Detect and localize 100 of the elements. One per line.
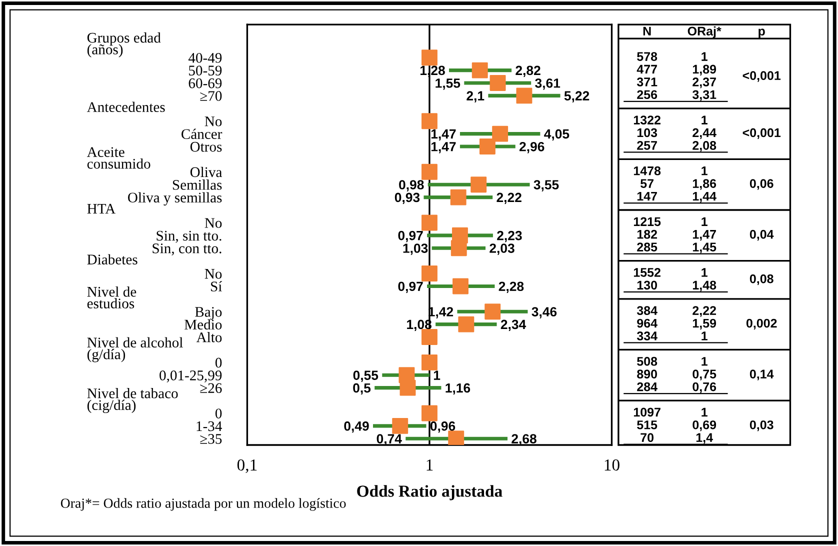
annotation: 2,96 bbox=[520, 142, 544, 154]
category-label: N bbox=[643, 26, 651, 36]
category-label: ORaj* bbox=[688, 26, 722, 38]
annotation: 1,47 bbox=[431, 142, 456, 154]
annotation: 2,03 bbox=[490, 244, 514, 255]
text: Antecedentes bbox=[86, 102, 165, 112]
text: 334 bbox=[636, 332, 658, 340]
text: <0,001 bbox=[742, 71, 781, 82]
y-tick-label: No bbox=[204, 218, 222, 228]
annotation: 1,03 bbox=[403, 244, 428, 255]
y-tick-label: 0 bbox=[215, 358, 222, 368]
text: Aceite consumido bbox=[86, 147, 150, 169]
text: 0,75 bbox=[692, 370, 716, 380]
text: 578 bbox=[637, 52, 658, 61]
y-tick-label: Sin, sin tto. bbox=[156, 230, 222, 243]
y-tick-label: Otros bbox=[190, 142, 222, 152]
y-tick-label: 60-69 bbox=[188, 78, 222, 88]
text: 2,37 bbox=[692, 78, 716, 88]
x-tick-label: 0,1 bbox=[237, 459, 257, 474]
text: 1215 bbox=[634, 217, 661, 226]
y-tick-label: 0,01-25,99 bbox=[160, 370, 222, 382]
x-axis-title: Odds Ratio ajustada bbox=[357, 485, 502, 500]
annotation: 1,47 bbox=[431, 129, 456, 141]
y-tick-label: Medio bbox=[184, 319, 222, 330]
annotation: 0,5 bbox=[353, 383, 371, 395]
y-tick-label: Oliva y semillas bbox=[128, 192, 222, 206]
text: Nivel de tabaco (cig/día) bbox=[87, 388, 178, 414]
text: 890 bbox=[637, 370, 657, 378]
annotation: 1,16 bbox=[446, 383, 470, 395]
annotation: 4,05 bbox=[544, 129, 570, 141]
y-tick-label: No bbox=[204, 116, 222, 126]
y-tick-label: ≥26 bbox=[200, 383, 222, 394]
y-tick-label: Bajo bbox=[195, 307, 222, 320]
annotation: 2,23 bbox=[497, 230, 522, 242]
y-tick-label: Cáncer bbox=[182, 128, 222, 140]
y-tick-label: ≥35 bbox=[200, 434, 222, 444]
text: Nivel de alcohol (g/día) bbox=[87, 337, 183, 362]
text: Diabetes bbox=[87, 254, 138, 264]
text: 1322 bbox=[634, 116, 660, 124]
text: 1,44 bbox=[692, 192, 716, 202]
annotation: 0,97 bbox=[398, 230, 423, 242]
y-tick-label: 1-34 bbox=[196, 421, 222, 432]
text: 1478 bbox=[634, 166, 661, 176]
text: 2,08 bbox=[692, 141, 716, 152]
text: 0,002 bbox=[746, 318, 777, 330]
y-tick-label: No bbox=[204, 269, 222, 279]
text: 1 bbox=[702, 357, 708, 366]
annotation: 3,55 bbox=[534, 180, 559, 192]
y-tick-label: Sin, con tto. bbox=[152, 244, 222, 256]
text: 0,69 bbox=[692, 420, 716, 432]
text: 1 bbox=[702, 332, 708, 340]
text: 182 bbox=[637, 230, 658, 239]
annotation: 0,49 bbox=[344, 421, 369, 433]
y-tick-label: Oliva bbox=[190, 166, 222, 178]
annotation: 0,93 bbox=[394, 192, 420, 204]
text: 0,04 bbox=[750, 230, 774, 241]
text: 256 bbox=[637, 90, 658, 100]
text: 2,22 bbox=[692, 306, 716, 317]
text: 0,14 bbox=[750, 370, 774, 380]
annotation: 2,34 bbox=[500, 320, 526, 332]
annotation: 2,28 bbox=[498, 282, 524, 293]
text: 1 bbox=[702, 268, 708, 277]
text: 964 bbox=[637, 318, 658, 328]
annotation: 2,22 bbox=[496, 192, 522, 204]
annotation: 0,96 bbox=[430, 421, 456, 433]
text: 0,08 bbox=[750, 274, 774, 286]
annotation: 2,1 bbox=[466, 91, 484, 102]
text: 1 bbox=[702, 52, 708, 61]
text: 3,31 bbox=[692, 90, 716, 101]
text: 130 bbox=[637, 280, 657, 290]
text: 477 bbox=[636, 64, 657, 74]
annotation: 1 bbox=[434, 370, 440, 380]
text: 57 bbox=[640, 179, 654, 188]
text: 1,45 bbox=[692, 242, 716, 254]
annotation: 1,55 bbox=[436, 78, 460, 90]
text: Nivel de estudios bbox=[87, 286, 136, 308]
annotation: 0,97 bbox=[398, 282, 423, 293]
x-tick-label: 10 bbox=[604, 459, 620, 471]
text: 103 bbox=[637, 128, 658, 138]
text: 257 bbox=[637, 141, 657, 150]
text: Grupos edad (años) bbox=[87, 32, 161, 58]
text: 1,48 bbox=[692, 280, 716, 292]
text: HTA bbox=[87, 204, 116, 214]
text: 1 bbox=[702, 408, 708, 416]
annotation: 2,82 bbox=[516, 66, 540, 78]
text: 508 bbox=[637, 356, 658, 366]
text: <0,001 bbox=[742, 128, 781, 139]
text: 70 bbox=[640, 433, 654, 442]
text: 284 bbox=[637, 382, 658, 392]
text: Oraj*= Odds ratio ajustada por un modelo logístico bbox=[60, 498, 346, 511]
text: 2,44 bbox=[692, 128, 716, 139]
text: 515 bbox=[637, 420, 658, 430]
category-label: p bbox=[758, 28, 765, 38]
x-tick-label: 1 bbox=[426, 459, 433, 470]
text: 1 bbox=[702, 116, 708, 124]
annotation: 0,55 bbox=[353, 370, 378, 382]
y-tick-label: Sí bbox=[211, 281, 222, 292]
text: 1,89 bbox=[692, 64, 716, 76]
text: 0,03 bbox=[750, 420, 774, 432]
text: 1,4 bbox=[696, 433, 713, 444]
